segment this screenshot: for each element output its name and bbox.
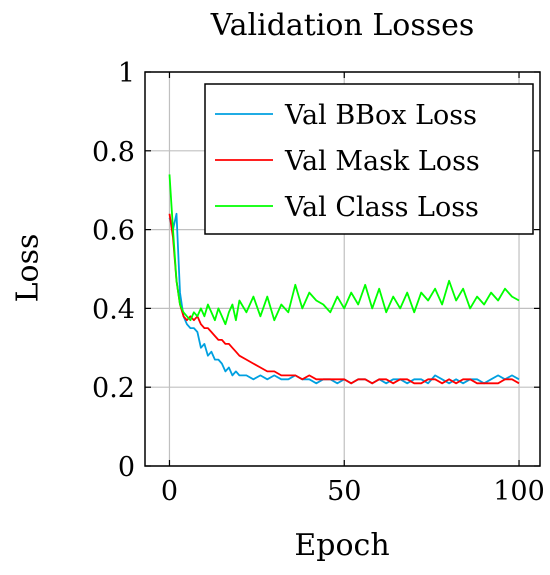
- legend-box: [204, 83, 534, 235]
- x-tick-label: 100: [493, 476, 545, 507]
- series-line-1: [168, 212, 520, 385]
- y-tick-label: 0.2: [92, 373, 135, 404]
- legend-label-1: Val BBox Loss: [284, 100, 477, 131]
- legend-label-2: Val Mask Loss: [284, 146, 480, 177]
- x-axis-label: Epoch: [294, 528, 390, 563]
- chart-title: Validation Losses: [210, 8, 475, 43]
- plot-frame: [144, 71, 541, 467]
- x-tick-label: 0: [161, 476, 178, 507]
- x-tick-label: 50: [327, 476, 361, 507]
- y-tick-label: 0: [118, 452, 135, 483]
- y-tick-label: 0.4: [92, 294, 135, 325]
- y-tick-label: 0.8: [92, 137, 135, 168]
- series-line-3: [168, 174, 520, 326]
- y-tick-label: 0.6: [92, 216, 135, 247]
- series-line-2: [168, 213, 520, 385]
- y-tick-label: 1: [118, 58, 135, 89]
- legend-label-3: Val Class Loss: [284, 192, 479, 223]
